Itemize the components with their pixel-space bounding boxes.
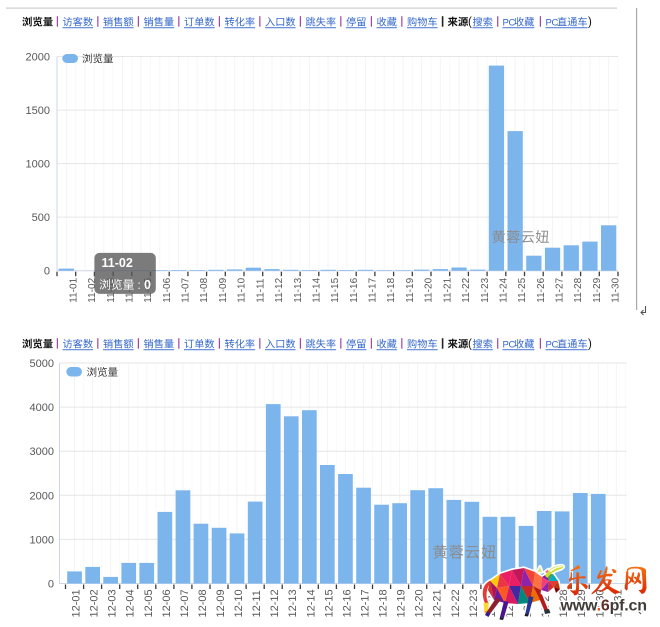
svg-text:11-02: 11-02 (102, 256, 133, 270)
svg-text:11-27: 11-27 (555, 277, 566, 302)
svg-text:11-09: 11-09 (218, 277, 229, 302)
svg-text:(: ( (468, 17, 472, 29)
svg-text:12-31: 12-31 (612, 589, 624, 617)
svg-text:12-16: 12-16 (341, 589, 353, 617)
svg-text:12-02: 12-02 (89, 589, 101, 617)
svg-text:12-12: 12-12 (269, 589, 281, 617)
svg-text:500: 500 (32, 212, 50, 224)
svg-text:12-18: 12-18 (378, 589, 390, 617)
svg-text:12-03: 12-03 (107, 589, 119, 617)
svg-text:11-17: 11-17 (368, 277, 379, 302)
svg-text:12-17: 12-17 (360, 589, 372, 617)
svg-text:1500: 1500 (26, 105, 50, 117)
svg-text:12-07: 12-07 (179, 589, 191, 617)
svg-text:12-20: 12-20 (414, 589, 426, 617)
svg-text:11-23: 11-23 (480, 277, 491, 302)
svg-text:12-04: 12-04 (125, 589, 137, 617)
svg-text:12-05: 12-05 (143, 589, 155, 617)
svg-text:11-21: 11-21 (442, 277, 453, 302)
svg-text:12-01: 12-01 (71, 589, 83, 617)
svg-text:12-30: 12-30 (594, 589, 606, 617)
svg-text:11-15: 11-15 (330, 277, 341, 302)
svg-text::: : (138, 280, 141, 292)
svg-text:12-10: 12-10 (233, 589, 245, 617)
svg-text:12-13: 12-13 (287, 589, 299, 617)
svg-text:1000: 1000 (30, 534, 54, 546)
svg-text:11-01: 11-01 (68, 277, 79, 302)
svg-text:11-20: 11-20 (424, 277, 435, 302)
svg-text:12-19: 12-19 (396, 589, 408, 617)
svg-text:11-11: 11-11 (255, 278, 266, 303)
svg-text:11-16: 11-16 (349, 277, 360, 302)
svg-text:12-09: 12-09 (215, 589, 227, 617)
svg-text:11-02: 11-02 (87, 277, 98, 302)
svg-text:2000: 2000 (26, 52, 50, 64)
svg-text:12-15: 12-15 (323, 589, 335, 617)
svg-text:12-14: 12-14 (305, 589, 317, 617)
svg-text:11-08: 11-08 (199, 277, 210, 302)
svg-text:1000: 1000 (26, 159, 50, 171)
svg-text:0: 0 (144, 278, 151, 292)
svg-text:0: 0 (48, 579, 54, 591)
svg-text:11-13: 11-13 (293, 277, 304, 302)
svg-text:12-11: 12-11 (251, 590, 263, 617)
svg-text:11-25: 11-25 (517, 277, 528, 302)
svg-text:www.6pf.cn: www.6pf.cn (560, 597, 647, 614)
svg-text:2000: 2000 (30, 490, 54, 502)
svg-text:12-23: 12-23 (468, 589, 480, 617)
svg-text:11-28: 11-28 (573, 277, 584, 302)
svg-text:12-08: 12-08 (197, 589, 209, 617)
svg-text:11-07: 11-07 (181, 277, 192, 302)
svg-text:11-26: 11-26 (536, 277, 547, 302)
svg-text:12-06: 12-06 (161, 589, 173, 617)
svg-text:12-29: 12-29 (576, 589, 588, 617)
svg-text:11-18: 11-18 (386, 277, 397, 302)
svg-text:12-22: 12-22 (450, 589, 462, 617)
svg-text:11-30: 11-30 (611, 277, 622, 302)
svg-text:11-29: 11-29 (592, 277, 603, 302)
svg-text:PC: PC (503, 18, 516, 29)
svg-text:11-22: 11-22 (461, 277, 472, 302)
svg-text:11-14: 11-14 (311, 277, 322, 302)
svg-text:0: 0 (44, 266, 50, 278)
svg-text:PC: PC (546, 18, 559, 29)
svg-text:3000: 3000 (30, 446, 54, 458)
svg-text:11-10: 11-10 (237, 277, 248, 302)
svg-text:11-06: 11-06 (162, 277, 173, 302)
svg-text:): ) (588, 17, 592, 29)
svg-text:5000: 5000 (30, 358, 54, 370)
svg-text:11-12: 11-12 (274, 277, 285, 302)
svg-text:12-21: 12-21 (432, 589, 444, 617)
svg-text:12-28: 12-28 (558, 589, 570, 617)
svg-text:4000: 4000 (30, 402, 54, 414)
svg-text:11-24: 11-24 (498, 277, 509, 302)
svg-text:11-19: 11-19 (405, 277, 416, 302)
